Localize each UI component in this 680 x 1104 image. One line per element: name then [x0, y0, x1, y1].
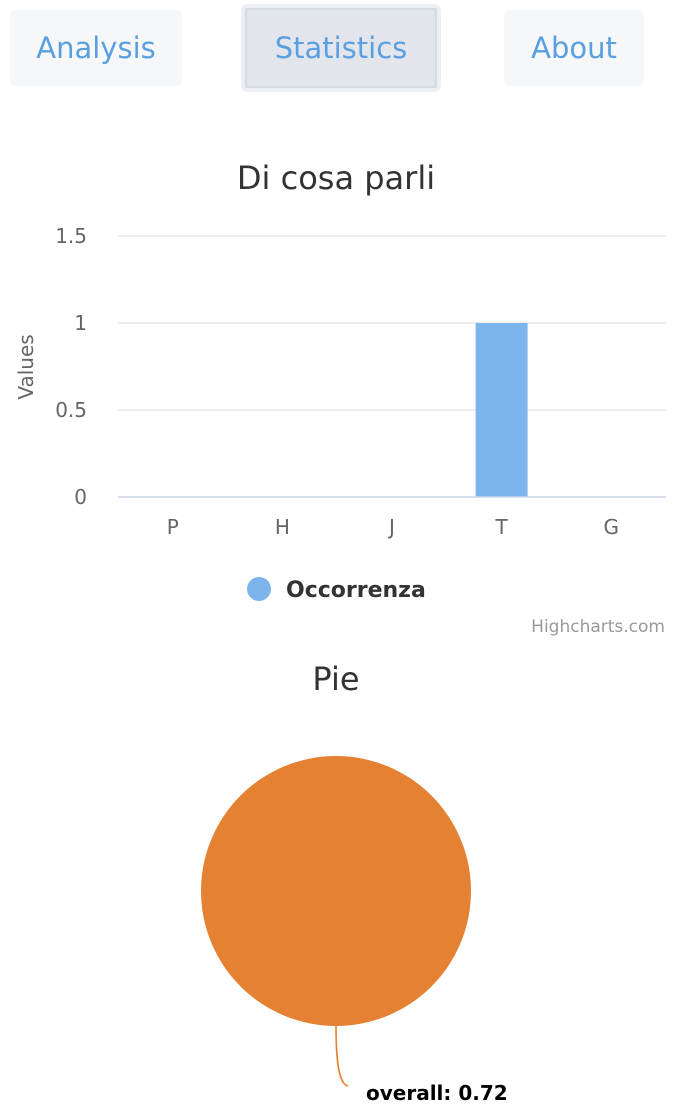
bar-chart-y-ticks: 0 0.5 1 1.5 — [55, 224, 87, 509]
pie-data-label-connector — [335, 1025, 349, 1087]
tab-statistics[interactable]: Statistics — [241, 4, 441, 92]
x-tick-label: P — [167, 515, 179, 539]
pie-chart: Pie overall: 0.72 — [201, 660, 508, 1104]
pie-slice-overall[interactable] — [201, 756, 471, 1026]
pie-chart-title: Pie — [312, 660, 359, 698]
bar-chart-gridlines — [118, 235, 666, 411]
bar-chart-title: Di cosa parli — [237, 159, 435, 197]
y-tick-label: 0 — [74, 485, 87, 509]
tab-about-label: About — [531, 31, 617, 65]
x-tick-label: T — [494, 515, 508, 539]
tab-bar: Analysis Statistics About — [0, 0, 680, 100]
bar-chart-y-axis-label: Values — [14, 334, 38, 399]
y-tick-label: 1.5 — [55, 224, 87, 248]
bar-T[interactable] — [475, 323, 528, 497]
pie-chart-slices — [201, 756, 471, 1026]
tab-analysis-label: Analysis — [36, 31, 156, 65]
x-tick-label: J — [387, 515, 395, 539]
legend-label: Occorrenza — [286, 578, 426, 603]
y-tick-label: 1 — [74, 311, 87, 335]
credits-link[interactable]: Highcharts.com — [531, 617, 665, 637]
x-tick-label: G — [603, 515, 619, 539]
x-tick-label: H — [275, 515, 290, 539]
bar-chart-bars — [475, 323, 528, 497]
tab-about[interactable]: About — [504, 10, 644, 86]
pie-data-label: overall: 0.72 — [366, 1081, 508, 1104]
bar-chart: Di cosa parli 0 0.5 1 1.5 Values P H J T G Occo… — [14, 159, 666, 637]
tab-statistics-label: Statistics — [274, 31, 408, 65]
y-tick-label: 0.5 — [55, 398, 87, 422]
legend-marker — [247, 577, 271, 601]
bar-chart-legend-item[interactable]: Occorrenza — [247, 577, 426, 603]
tab-analysis[interactable]: Analysis — [10, 10, 182, 86]
